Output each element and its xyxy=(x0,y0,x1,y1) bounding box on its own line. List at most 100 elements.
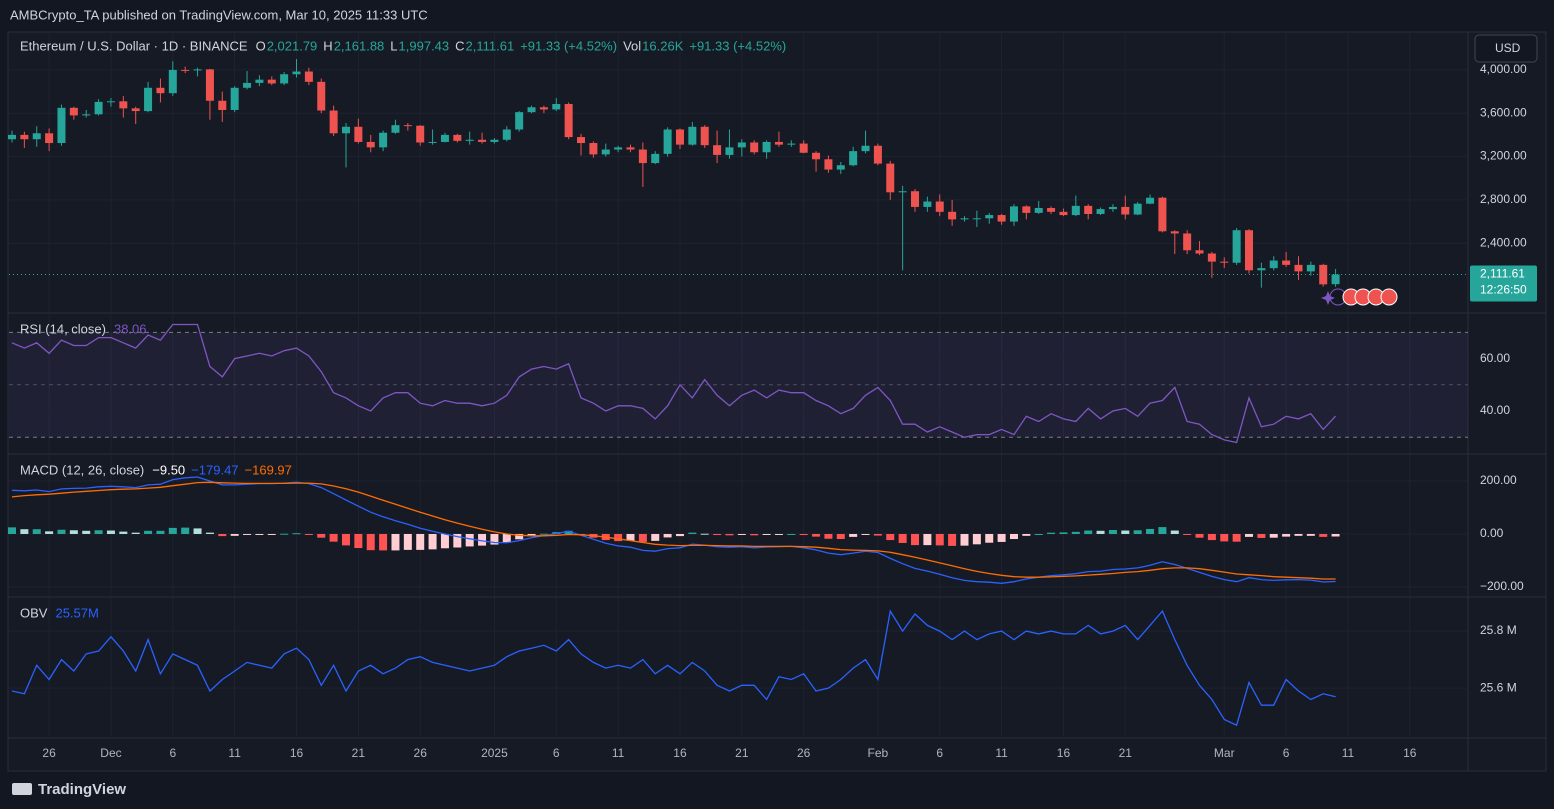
x-tick-label: 11 xyxy=(228,746,241,760)
histogram-bar xyxy=(255,533,264,535)
candle-body xyxy=(45,133,54,144)
histogram-bar xyxy=(1282,533,1291,537)
histogram-bar xyxy=(168,527,177,534)
candle-body xyxy=(1331,274,1340,285)
candle-body xyxy=(1071,205,1080,216)
logo-mark xyxy=(12,783,32,795)
brand: TradingView xyxy=(38,781,126,798)
histogram-bar xyxy=(911,533,920,546)
candle-body xyxy=(403,125,412,127)
candle-body xyxy=(1306,264,1315,272)
x-tick-label: 11 xyxy=(1342,746,1355,760)
x-tick-label: 11 xyxy=(995,746,1008,760)
macd-line xyxy=(11,476,1336,584)
legend-text: −169.97 xyxy=(245,462,292,477)
histogram-bar xyxy=(774,533,783,535)
candle-body xyxy=(440,134,449,142)
histogram-bar xyxy=(453,533,462,548)
histogram-bar xyxy=(762,533,771,535)
candle-body xyxy=(453,134,462,141)
histogram-bar xyxy=(873,533,882,536)
histogram-bar xyxy=(861,533,870,535)
candle-body xyxy=(230,87,239,110)
indicator-line xyxy=(11,609,1336,727)
candle-body xyxy=(465,139,474,141)
histogram-bar xyxy=(1059,532,1068,534)
histogram-bar xyxy=(997,533,1006,542)
x-tick-label: 21 xyxy=(1119,746,1133,760)
histogram-bar xyxy=(1158,527,1167,534)
y-tick-label: 0.00 xyxy=(1480,526,1504,540)
histogram-bar xyxy=(985,533,994,543)
candle-body xyxy=(94,101,103,115)
histogram-bar xyxy=(32,529,41,534)
legend-text: C xyxy=(455,38,464,53)
candle-body xyxy=(379,132,388,148)
candle-body xyxy=(1294,264,1303,272)
candle-body xyxy=(614,147,623,150)
histogram-bar xyxy=(1207,533,1216,541)
publish-info: AMBCrypto_TA published on TradingView.co… xyxy=(10,7,428,22)
candle-body xyxy=(205,69,214,101)
sparkle xyxy=(1321,291,1335,305)
candle-body xyxy=(1059,211,1068,216)
candle-body xyxy=(836,165,845,170)
candle-body xyxy=(1158,197,1167,232)
candle-body xyxy=(515,112,524,130)
currency-label[interactable]: USD xyxy=(1495,41,1521,55)
histogram-bar xyxy=(243,533,252,535)
histogram-bar xyxy=(972,533,981,545)
candle-body xyxy=(812,152,821,160)
candle-body xyxy=(886,163,895,193)
histogram-bar xyxy=(527,533,536,536)
candle-body xyxy=(106,101,115,103)
candle-body xyxy=(354,126,363,142)
candle-body xyxy=(131,108,140,112)
histogram-bar xyxy=(1096,530,1105,534)
candle-body xyxy=(787,143,796,145)
x-tick-label: 6 xyxy=(1283,746,1290,760)
histogram-bar xyxy=(626,533,635,541)
candle-body xyxy=(861,145,870,152)
histogram-bar xyxy=(700,533,709,535)
legend-text: H xyxy=(323,38,332,53)
histogram-bar xyxy=(205,532,214,534)
y-tick-label: 2,400.00 xyxy=(1480,235,1527,249)
candle-body xyxy=(997,215,1006,222)
candle-body xyxy=(675,129,684,145)
y-tick-label: 25.6 M xyxy=(1480,680,1517,694)
histogram-bar xyxy=(490,533,499,545)
candle-body xyxy=(416,125,425,143)
legend-text: −179.47 xyxy=(191,462,238,477)
candle-body xyxy=(193,69,202,71)
y-tick-label: 2,800.00 xyxy=(1480,192,1527,206)
histogram-bar xyxy=(403,533,412,550)
histogram-bar xyxy=(366,533,375,551)
legend-text: +91.33 (+4.52%) xyxy=(689,38,786,53)
histogram-bar xyxy=(787,533,796,535)
histogram-bar xyxy=(1047,532,1056,534)
histogram-bar xyxy=(1034,533,1043,535)
histogram-bar xyxy=(1306,533,1315,536)
legend-text: 1,997.43 xyxy=(399,38,450,53)
candle-body xyxy=(1096,209,1105,214)
histogram-bar xyxy=(836,533,845,540)
histogram-bar xyxy=(1009,533,1018,540)
histogram-bar xyxy=(131,532,140,534)
histogram-bar xyxy=(1084,530,1093,534)
candle-body xyxy=(317,81,326,111)
histogram-bar xyxy=(960,533,969,546)
candle-body xyxy=(57,107,66,144)
histogram-bar xyxy=(119,531,128,534)
candle-body xyxy=(898,191,907,193)
event-flags xyxy=(1321,288,1398,306)
histogram-bar xyxy=(1183,533,1192,535)
x-tick-label: Feb xyxy=(868,746,889,760)
candle-body xyxy=(1009,206,1018,222)
histogram-bar xyxy=(57,529,66,534)
currency-button[interactable] xyxy=(1474,34,1538,63)
histogram-bar xyxy=(725,533,734,536)
candle-body xyxy=(849,151,858,166)
histogram-bar xyxy=(82,530,91,534)
